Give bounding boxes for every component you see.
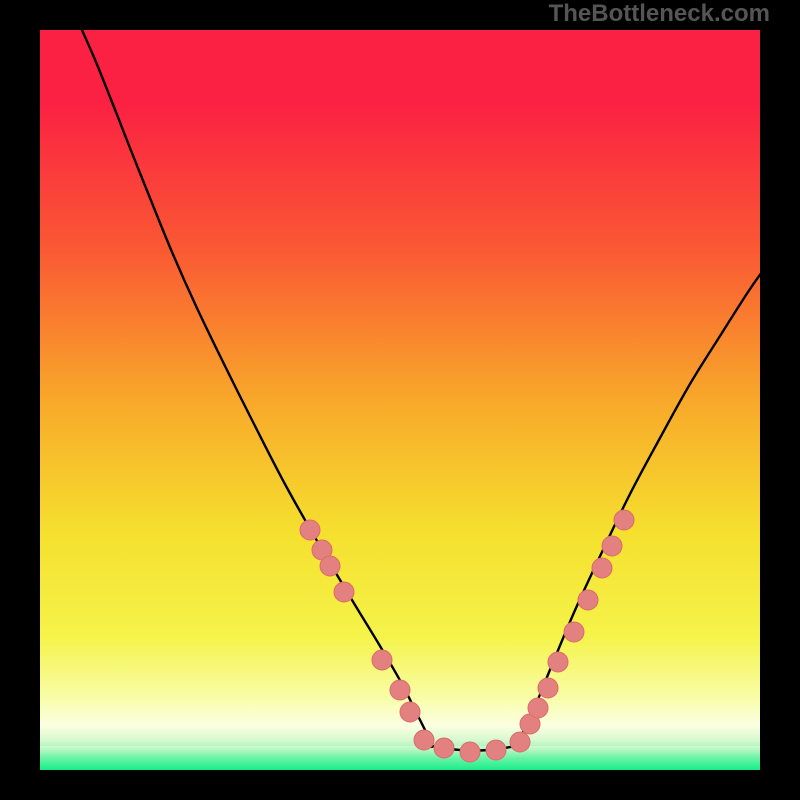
data-marker bbox=[486, 740, 506, 760]
data-marker bbox=[528, 698, 548, 718]
data-marker bbox=[300, 520, 320, 540]
data-marker bbox=[602, 536, 622, 556]
data-marker bbox=[538, 678, 558, 698]
data-marker bbox=[564, 622, 584, 642]
curve-overlay bbox=[0, 0, 800, 800]
data-marker bbox=[372, 650, 392, 670]
watermark-text: TheBottleneck.com bbox=[549, 0, 770, 28]
data-marker bbox=[334, 582, 354, 602]
data-marker bbox=[592, 558, 612, 578]
data-marker bbox=[390, 680, 410, 700]
data-marker bbox=[614, 510, 634, 530]
v-curve-left bbox=[82, 30, 516, 751]
data-marker bbox=[578, 590, 598, 610]
data-marker bbox=[460, 742, 480, 762]
data-marker bbox=[414, 730, 434, 750]
data-marker bbox=[510, 732, 530, 752]
data-marker bbox=[400, 702, 420, 722]
data-marker bbox=[548, 652, 568, 672]
data-marker bbox=[320, 556, 340, 576]
data-marker bbox=[434, 738, 454, 758]
v-curve-right bbox=[516, 272, 762, 746]
